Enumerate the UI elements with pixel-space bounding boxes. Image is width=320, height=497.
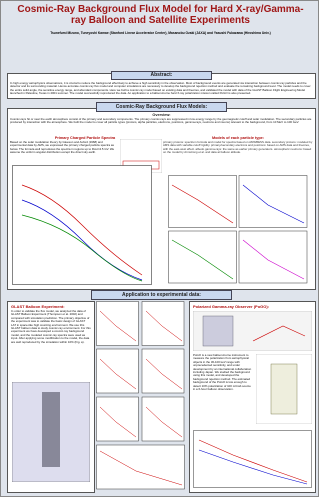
spectra-text: Based on the solar modulation theory by … xyxy=(10,141,115,155)
abstract-text: In high energy astrophysics observations… xyxy=(10,82,311,96)
overview-text: Cosmic-rays hit or near the earth atmosp… xyxy=(10,118,312,125)
models-heading: Cosmic-Ray Background Flux Models: xyxy=(96,102,227,112)
glast-text: In order to validate the flux model, we … xyxy=(11,310,91,344)
models-box: Overview: Cosmic-rays hit or near the ea… xyxy=(7,108,316,290)
models-plots xyxy=(168,175,308,284)
pogo-heading: Polarized Gamma-ray Observer (PoGO): xyxy=(193,304,270,309)
spectra-plot xyxy=(12,165,152,285)
spectra-heading: Primary Charged Particle Spectra xyxy=(54,136,116,140)
overview-heading: Overview: xyxy=(152,113,171,117)
pogo-text: PoGO is a new balloon-borne instrument t… xyxy=(193,354,252,392)
pogo-figure xyxy=(193,311,312,351)
pogo-diagram xyxy=(256,354,312,424)
types-text: primary protons: spectrum formula and mo… xyxy=(163,141,313,155)
pogo-plot xyxy=(193,430,312,488)
glast-heading: GLAST Balloon Experiment: xyxy=(11,304,65,309)
application-heading: Application to experimental data: xyxy=(91,290,232,300)
glast-photo xyxy=(12,382,90,482)
title: Cosmic-Ray Background Flux Model for Har… xyxy=(17,4,304,26)
authors: Tsunefumi Mizuno, Tuneyoshi Kamae (Stanf… xyxy=(50,31,271,35)
types-heading: Models of each particle type: xyxy=(211,136,265,140)
glast-plots xyxy=(96,301,185,490)
glast-box: GLAST Balloon Experiment: In order to va… xyxy=(7,301,95,493)
pogo-box: Polarized Gamma-ray Observer (PoGO): PoG… xyxy=(189,301,316,493)
abstract-heading: Abstract: xyxy=(111,71,212,80)
